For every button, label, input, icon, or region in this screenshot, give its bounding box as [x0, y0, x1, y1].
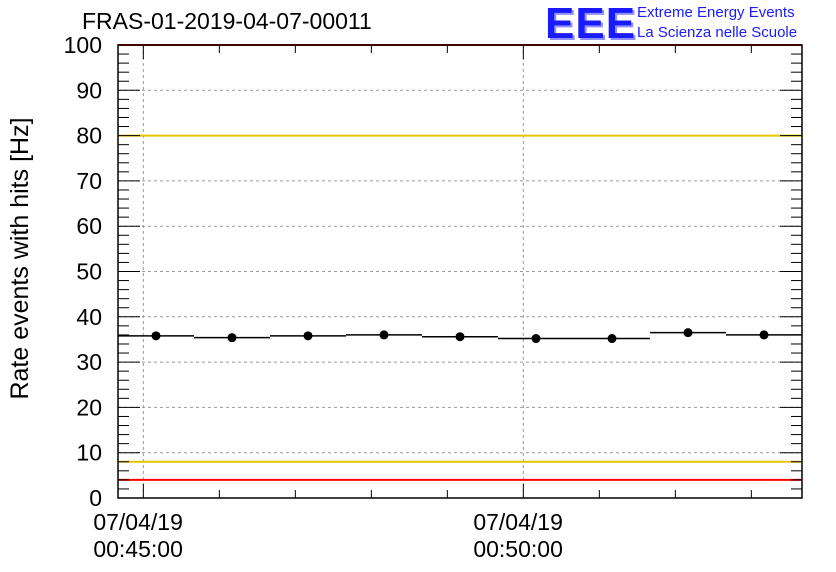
y-tick-label: 10 — [76, 440, 102, 466]
plot-frame — [117, 44, 803, 499]
y-tick-label: 50 — [76, 259, 102, 285]
logo-line-1: Extreme Energy Events — [637, 4, 795, 21]
eee-logo: EEE — [545, 0, 637, 48]
data-point — [379, 330, 389, 340]
grid-layer — [118, 44, 802, 499]
y-tick-label: 100 — [64, 32, 102, 58]
y-tick-label: 30 — [76, 349, 102, 375]
x-tick-label-time: 00:45:00 — [93, 536, 183, 562]
y-tick-label: 40 — [76, 304, 102, 330]
x-tick-label-date: 07/04/19 — [473, 509, 563, 535]
data-point — [303, 331, 313, 341]
logo-caption: Extreme Energy Events La Scienza nelle S… — [637, 3, 797, 43]
data-point — [683, 328, 693, 338]
x-tick-label-time: 00:50:00 — [473, 536, 563, 562]
y-tick-label: 0 — [89, 485, 102, 511]
data-point — [531, 334, 541, 344]
data-point — [151, 331, 161, 341]
logo-line-2: La Scienza nelle Scuole — [637, 24, 798, 41]
axis-labels: 010203040506070809010007/04/1900:45:0007… — [6, 32, 563, 562]
y-tick-label: 20 — [76, 394, 102, 420]
y-axis-title: Rate events with hits [Hz] — [6, 117, 34, 399]
y-tick-label: 80 — [76, 123, 102, 149]
data-point — [759, 330, 769, 340]
x-tick-label-date: 07/04/19 — [93, 509, 183, 535]
data-point — [607, 334, 617, 344]
chart-title: FRAS-01-2019-04-07-00011 — [82, 8, 372, 34]
data-series — [118, 328, 802, 344]
data-point — [227, 333, 237, 343]
y-tick-label: 90 — [76, 77, 102, 103]
y-tick-label: 70 — [76, 168, 102, 194]
limit-lines — [118, 44, 802, 481]
y-tick-label: 60 — [76, 213, 102, 239]
data-point — [455, 332, 465, 342]
